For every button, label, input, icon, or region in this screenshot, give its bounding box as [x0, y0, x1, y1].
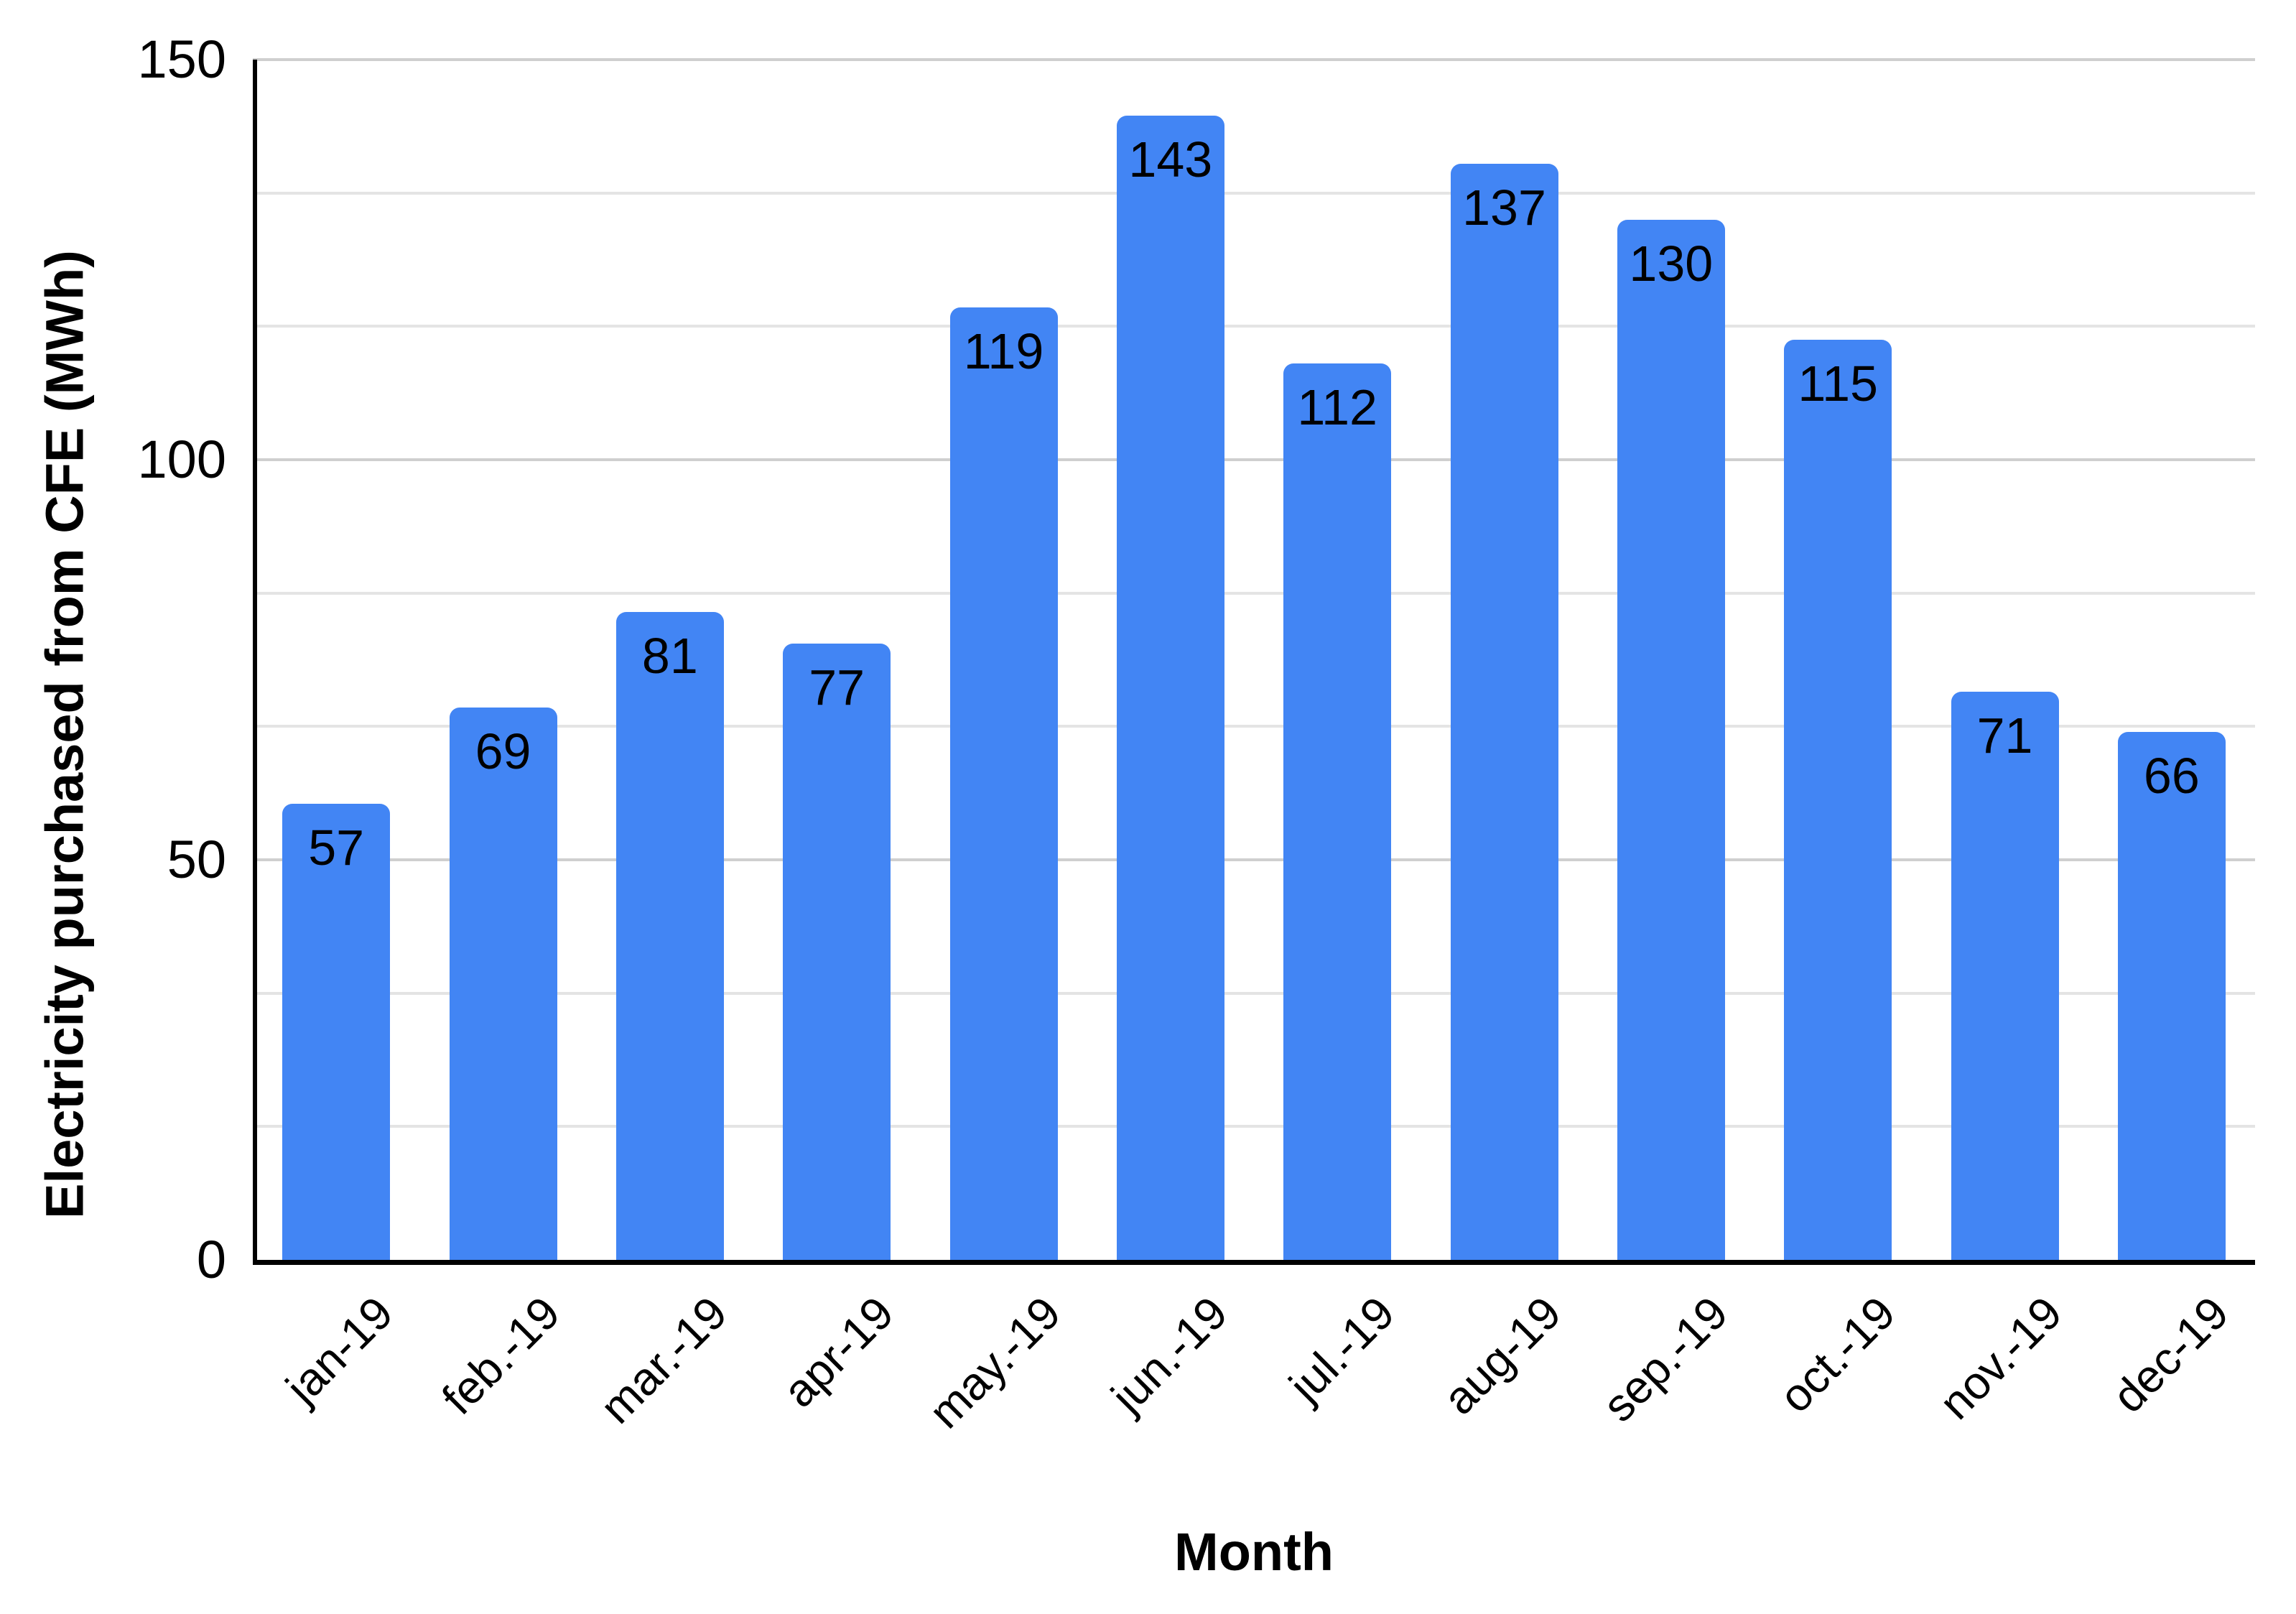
bar-value-label: 81 — [641, 627, 698, 684]
x-tick-label: jan-19 — [276, 1286, 404, 1414]
minor-gridline — [253, 1125, 2255, 1128]
bar-value-label: 71 — [1976, 708, 2033, 764]
bar-oct.-19[interactable]: 115 — [1784, 339, 1892, 1260]
y-tick-label: 0 — [196, 1230, 226, 1289]
bar-aug-19[interactable]: 137 — [1450, 163, 1558, 1260]
y-axis-title: Electricity purchased from CFE (MWh) — [34, 250, 95, 1219]
bar-jul.-19[interactable]: 112 — [1283, 363, 1392, 1260]
y-tick-label: 50 — [167, 830, 226, 889]
x-tick-label: mar.-19 — [590, 1286, 737, 1434]
bar-value-label: 57 — [308, 820, 365, 876]
x-axis-title: Month — [1174, 1522, 1334, 1582]
bar-dec-19[interactable]: 66 — [2117, 731, 2226, 1260]
bar-sep.-19[interactable]: 130 — [1617, 219, 1725, 1260]
bar-mar.-19[interactable]: 81 — [615, 611, 724, 1260]
y-tick-label: 100 — [137, 430, 226, 489]
bar-value-label: 115 — [1798, 355, 1878, 412]
major-gridline — [253, 458, 2255, 461]
x-tick-label: feb.-19 — [432, 1286, 570, 1424]
bar-jun.-19[interactable]: 143 — [1116, 115, 1224, 1260]
major-gridline — [253, 858, 2255, 861]
bar-value-label: 137 — [1462, 179, 1546, 236]
bar-value-label: 112 — [1297, 379, 1377, 436]
y-axis-line — [253, 60, 257, 1265]
x-tick-label: jun.-19 — [1101, 1286, 1237, 1423]
bar-value-label: 119 — [963, 323, 1044, 380]
x-tick-label: aug-19 — [1433, 1286, 1571, 1424]
bar-value-label: 77 — [809, 659, 865, 716]
x-tick-label: apr-19 — [773, 1286, 904, 1417]
bar-feb.-19[interactable]: 69 — [449, 708, 557, 1260]
bar-value-label: 143 — [1128, 131, 1213, 187]
x-tick-label: may.-19 — [919, 1286, 1071, 1439]
x-tick-label: jul.-19 — [1279, 1286, 1405, 1412]
bar-may.-19[interactable]: 119 — [949, 307, 1058, 1260]
x-tick-label: sep.-19 — [1593, 1286, 1738, 1432]
minor-gridline — [253, 725, 2255, 728]
minor-gridline — [253, 991, 2255, 995]
bar-apr-19[interactable]: 77 — [783, 644, 891, 1260]
bar-jan-19[interactable]: 57 — [282, 804, 391, 1260]
bar-value-label: 130 — [1629, 235, 1714, 292]
major-gridline — [253, 58, 2255, 61]
minor-gridline — [253, 191, 2255, 195]
bar-value-label: 66 — [2143, 747, 2200, 804]
minor-gridline — [253, 591, 2255, 595]
minor-gridline — [253, 325, 2255, 328]
x-axis-line — [253, 1260, 2255, 1265]
x-tick-label: nov.-19 — [1929, 1286, 2072, 1429]
x-tick-label: dec-19 — [2102, 1286, 2239, 1423]
y-tick-label: 150 — [137, 29, 226, 89]
bar-value-label: 69 — [475, 723, 531, 780]
x-tick-label: oct.-19 — [1768, 1286, 1905, 1423]
bar-nov.-19[interactable]: 71 — [1951, 692, 2059, 1260]
